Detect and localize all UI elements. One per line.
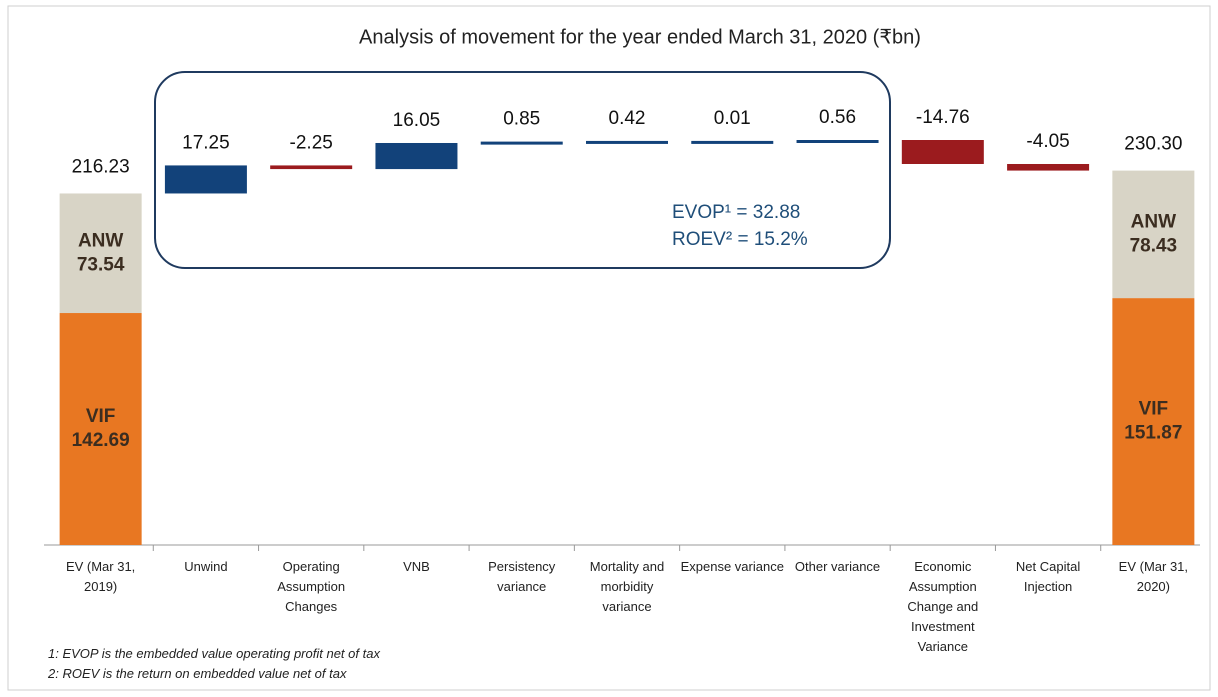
chart-border xyxy=(7,5,1211,691)
x-tick-label: Operating Assumption Changes xyxy=(277,559,346,614)
annotation: ROEV² = 15.2% xyxy=(672,229,808,250)
x-tick-label: Other variance xyxy=(794,559,881,574)
annotation: EVOP¹ = 32.88 xyxy=(672,202,800,223)
value-label: 216.23 xyxy=(72,156,130,177)
segment-label: VIF xyxy=(1139,399,1169,420)
segment-value: 78.43 xyxy=(1130,235,1178,256)
x-tick-label: Unwind xyxy=(184,559,228,574)
segment-value: 73.54 xyxy=(77,254,125,275)
stack-segment xyxy=(1112,298,1195,545)
value-label: 230.30 xyxy=(1124,134,1182,155)
x-tick-label: Expense variance xyxy=(680,559,784,574)
chart-title: Analysis of movement for the year ended … xyxy=(359,26,921,48)
highlight-box xyxy=(154,71,891,269)
bar xyxy=(164,165,247,194)
value-label: 0.42 xyxy=(609,108,646,129)
value-label: -14.76 xyxy=(916,107,970,128)
x-tick-label: Economic Assumption Change and Investmen… xyxy=(907,559,979,654)
segment-label: ANW xyxy=(1131,211,1176,232)
footnote: 2: ROEV is the return on embedded value … xyxy=(48,666,347,681)
bar xyxy=(586,140,668,144)
bar xyxy=(901,140,984,164)
x-tick-label: EV (Mar 31, 2020) xyxy=(1118,559,1189,594)
x-tick-label: EV (Mar 31, 2019) xyxy=(65,559,136,594)
value-label: -2.25 xyxy=(290,132,333,153)
x-tick-label: VNB xyxy=(403,559,430,574)
bar xyxy=(480,141,563,145)
stack-segment xyxy=(59,313,142,545)
stack-segment xyxy=(59,193,142,314)
bar xyxy=(1007,163,1090,171)
bar xyxy=(375,142,458,170)
x-tick-label: Persistency variance xyxy=(488,559,556,594)
segment-value: 142.69 xyxy=(72,430,130,451)
x-tick-label: Net Capital Injection xyxy=(1015,559,1081,594)
bar xyxy=(270,165,353,170)
segment-label: VIF xyxy=(86,406,116,427)
value-label: 17.25 xyxy=(182,132,230,153)
segment-value: 151.87 xyxy=(1124,423,1182,444)
x-tick-label: Mortality and morbidity variance xyxy=(589,559,665,614)
bar xyxy=(796,140,879,143)
value-label: 0.85 xyxy=(503,109,540,130)
value-label: 16.05 xyxy=(393,110,441,131)
stack-segment xyxy=(1112,170,1195,299)
segment-label: ANW xyxy=(78,230,123,251)
bar xyxy=(691,140,774,144)
footnote: 1: EVOP is the embedded value operating … xyxy=(48,646,380,661)
value-label: 0.01 xyxy=(714,108,751,129)
value-label: 0.56 xyxy=(819,107,856,128)
value-label: -4.05 xyxy=(1026,131,1069,152)
